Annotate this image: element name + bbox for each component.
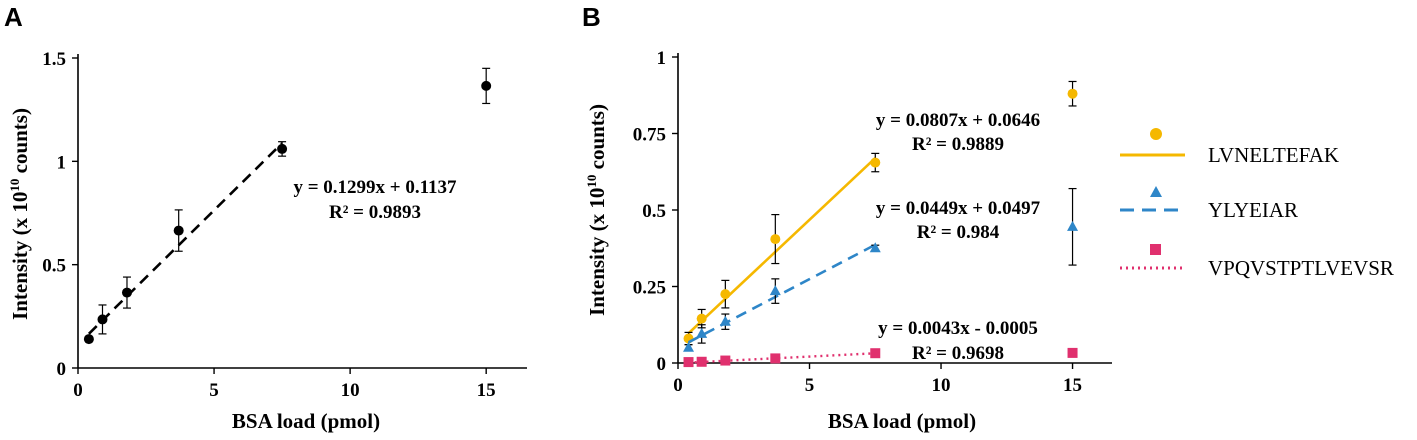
panel-a-x-tick-label: 15 bbox=[477, 380, 496, 401]
panel-a-x-tick-label: 10 bbox=[341, 380, 360, 401]
panel-a-y-tick-label: 0.5 bbox=[42, 256, 66, 277]
panel-a-x-tick-label: 5 bbox=[209, 380, 219, 401]
panel-a-x-tick-label: 0 bbox=[73, 380, 83, 401]
legend-item-lvneltefak: LVNELTEFAK bbox=[1120, 128, 1339, 167]
trendline-vpqvstptlvevsr bbox=[688, 352, 876, 364]
data-point-vpqvstptlvevsr bbox=[683, 357, 694, 368]
data-point-vpqvstptlvevsr bbox=[770, 353, 781, 364]
data-point-ylyeiar bbox=[719, 315, 731, 326]
equation-ylyeiar: y = 0.0449x + 0.0497 bbox=[876, 198, 1041, 219]
panel-a-equation: y = 0.1299x + 0.1137 bbox=[293, 177, 457, 198]
legend: LVNELTEFAK YLYEIAR VPQVSTPTLVEVSR bbox=[1120, 128, 1394, 280]
data-point-bsa bbox=[481, 80, 492, 91]
panel-a-y-axis-title: Intensity (x 1010 counts) bbox=[7, 108, 32, 320]
legend-item-ylyeiar: YLYEIAR bbox=[1120, 186, 1298, 222]
trendline-lvneltefak bbox=[687, 157, 877, 335]
data-point-bsa bbox=[277, 143, 288, 154]
panel-a: A Intensity (x 1010 counts) BSA load (pm… bbox=[4, 2, 527, 433]
data-point-vpqvstptlvevsr bbox=[720, 355, 731, 366]
panel-a-x-axis-title: BSA load (pmol) bbox=[232, 409, 380, 433]
r2-ylyeiar: R² = 0.984 bbox=[917, 222, 1000, 243]
data-point-ylyeiar bbox=[769, 285, 781, 296]
panel-a-y-tick-label: 1 bbox=[57, 152, 67, 173]
panel-b-x-tick-label: 10 bbox=[932, 375, 951, 396]
panel-b-x-axis-title: BSA load (pmol) bbox=[828, 409, 976, 433]
data-point-lvneltefak bbox=[720, 289, 731, 300]
legend-label-ylyeiar: YLYEIAR bbox=[1208, 198, 1298, 222]
panel-b-y-tick-label: 0 bbox=[657, 354, 667, 375]
panel-b: B Intensity (x 1010 counts) BSA load (pm… bbox=[582, 2, 1394, 433]
panel-b-y-tick-label: 0.25 bbox=[633, 278, 666, 299]
data-point-bsa bbox=[173, 225, 184, 236]
legend-label-lvneltefak: LVNELTEFAK bbox=[1208, 143, 1339, 167]
data-point-lvneltefak bbox=[1067, 88, 1078, 99]
data-point-ylyeiar bbox=[696, 327, 708, 338]
data-point-ylyeiar bbox=[869, 242, 881, 253]
r2-lvneltefak: R² = 0.9889 bbox=[912, 134, 1004, 155]
equation-vpqvstptlvevsr: y = 0.0043x - 0.0005 bbox=[878, 318, 1038, 339]
panel-b-y-tick-label: 1 bbox=[657, 48, 667, 69]
data-point-vpqvstptlvevsr bbox=[696, 356, 707, 367]
panel-b-y-axis-title: Intensity (x 1010 counts) bbox=[584, 104, 609, 316]
panel-a-r2: R² = 0.9893 bbox=[329, 202, 421, 223]
panel-b-label: B bbox=[582, 2, 601, 32]
data-point-bsa bbox=[83, 334, 94, 345]
equation-lvneltefak: y = 0.0807x + 0.0646 bbox=[876, 110, 1040, 131]
data-point-bsa bbox=[121, 287, 132, 298]
trendline-bsa bbox=[87, 142, 284, 335]
panel-a-label: A bbox=[4, 2, 23, 32]
data-point-ylyeiar bbox=[1067, 220, 1079, 231]
r2-vpqvstptlvevsr: R² = 0.9698 bbox=[912, 343, 1004, 364]
data-point-vpqvstptlvevsr bbox=[1067, 347, 1078, 358]
data-point-lvneltefak bbox=[770, 234, 781, 245]
data-point-ylyeiar bbox=[683, 341, 695, 352]
data-point-vpqvstptlvevsr bbox=[870, 348, 881, 359]
panel-a-y-tick-label: 0 bbox=[57, 359, 67, 380]
legend-item-vpqvstptlvevsr: VPQVSTPTLVEVSR bbox=[1120, 244, 1394, 280]
legend-marker-ylyeiar bbox=[1150, 186, 1162, 197]
trendline-ylyeiar bbox=[687, 243, 876, 344]
panel-b-x-tick-label: 0 bbox=[673, 375, 683, 396]
panel-b-y-tick-label: 0.75 bbox=[633, 125, 666, 146]
data-point-lvneltefak bbox=[870, 157, 881, 168]
data-point-bsa bbox=[97, 314, 108, 325]
legend-marker-vpqvstptlvevsr bbox=[1150, 244, 1161, 255]
panel-b-x-tick-label: 5 bbox=[805, 375, 815, 396]
legend-label-vpqvstptlvevsr: VPQVSTPTLVEVSR bbox=[1208, 256, 1394, 280]
data-point-lvneltefak bbox=[696, 313, 707, 324]
legend-marker-lvneltefak bbox=[1150, 128, 1162, 140]
panel-b-x-tick-label: 15 bbox=[1063, 375, 1082, 396]
panel-a-y-tick-label: 1.5 bbox=[42, 49, 66, 70]
panel-b-y-tick-label: 0.5 bbox=[642, 201, 666, 222]
